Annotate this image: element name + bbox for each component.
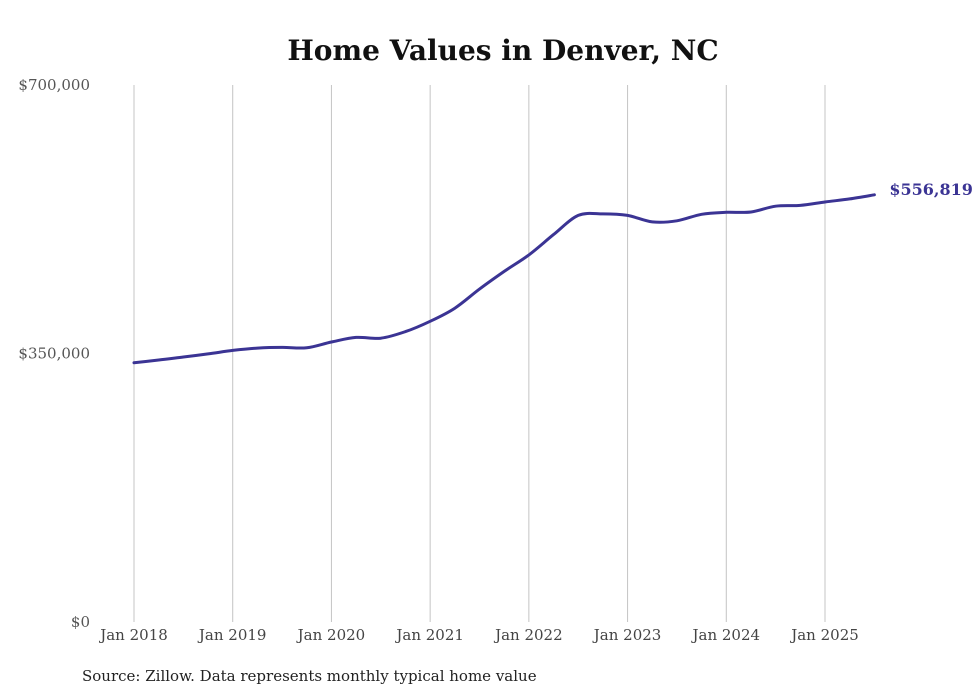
x-tick-label-0: Jan 2018: [98, 626, 168, 644]
y-tick-label-1: $350,000: [18, 345, 90, 363]
chart-title: Home Values in Denver, NC: [287, 34, 718, 67]
x-tick-label-3: Jan 2021: [394, 626, 464, 644]
x-axis-ticks: Jan 2018 Jan 2019 Jan 2020 Jan 2021 Jan 2022…: [98, 626, 859, 644]
series-layer: [132, 193, 876, 365]
y-axis-ticks: $0 $350,000 $700,000: [18, 76, 90, 631]
series-line-0: [132, 193, 876, 365]
grid-lines: [133, 85, 826, 622]
x-tick-label-1: Jan 2019: [197, 626, 267, 644]
x-tick-label-6: Jan 2024: [691, 626, 761, 644]
y-tick-label-0: $0: [71, 613, 90, 631]
x-tick-label-4: Jan 2022: [493, 626, 563, 644]
source-note: Source: Zillow. Data represents monthly …: [82, 667, 537, 685]
end-value-label: $556,819: [889, 180, 973, 199]
y-tick-label-2: $700,000: [18, 76, 90, 94]
x-tick-label-5: Jan 2023: [592, 626, 662, 644]
x-tick-label-7: Jan 2025: [789, 626, 859, 644]
x-tick-label-2: Jan 2020: [296, 626, 366, 644]
